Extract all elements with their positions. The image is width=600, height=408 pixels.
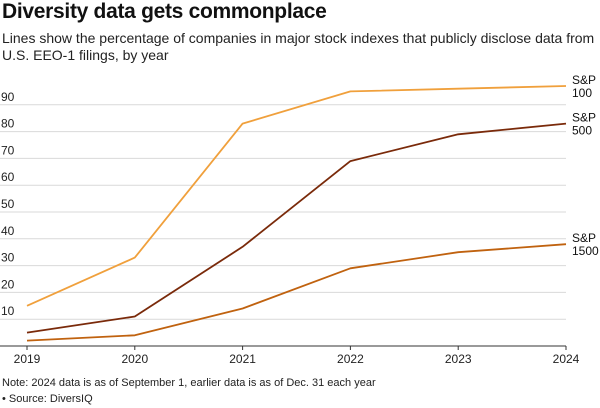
x-axis: 2019 2020 2021 2022 2023 2024	[0, 345, 580, 366]
series-lines	[26, 85, 567, 342]
x-tick-label: 2022	[337, 352, 364, 366]
y-tick-label: 30	[1, 251, 15, 265]
series-line-0	[26, 85, 567, 307]
y-axis-ticks: 10 20 30 40 50 60 70 80 90	[1, 90, 15, 318]
series-label-2: S&P 1500	[572, 231, 599, 258]
y-tick-label: 60	[1, 170, 15, 184]
grid-lines	[0, 104, 566, 320]
chart-subtitle: Lines show the percentage of companies i…	[2, 30, 595, 63]
y-tick-label: 50	[1, 197, 15, 211]
series-labels: S&P 100 S&P 500 S&P 1500	[572, 73, 599, 258]
y-tick-label: 20	[1, 277, 15, 291]
x-tick-label: 2023	[445, 352, 472, 366]
chart-title: Diversity data gets commonplace	[2, 0, 327, 23]
series-line-2	[26, 243, 567, 342]
series-label-0: S&P 100	[572, 73, 596, 100]
x-tick-label: 2019	[14, 352, 41, 366]
y-tick-label: 40	[1, 224, 15, 238]
chart-note: Note: 2024 data is as of September 1, ea…	[2, 377, 376, 389]
x-tick-label: 2020	[121, 352, 148, 366]
y-tick-label: 80	[1, 117, 15, 131]
series-label-1: S&P 500	[572, 111, 596, 138]
y-tick-label: 10	[1, 304, 15, 318]
y-tick-label: 70	[1, 143, 15, 157]
y-tick-label: 90	[1, 90, 15, 104]
x-tick-label: 2024	[553, 352, 580, 366]
chart-source: • Source: DiversIQ	[2, 393, 93, 405]
x-tick-label: 2021	[229, 352, 256, 366]
series-line-1	[26, 122, 567, 334]
